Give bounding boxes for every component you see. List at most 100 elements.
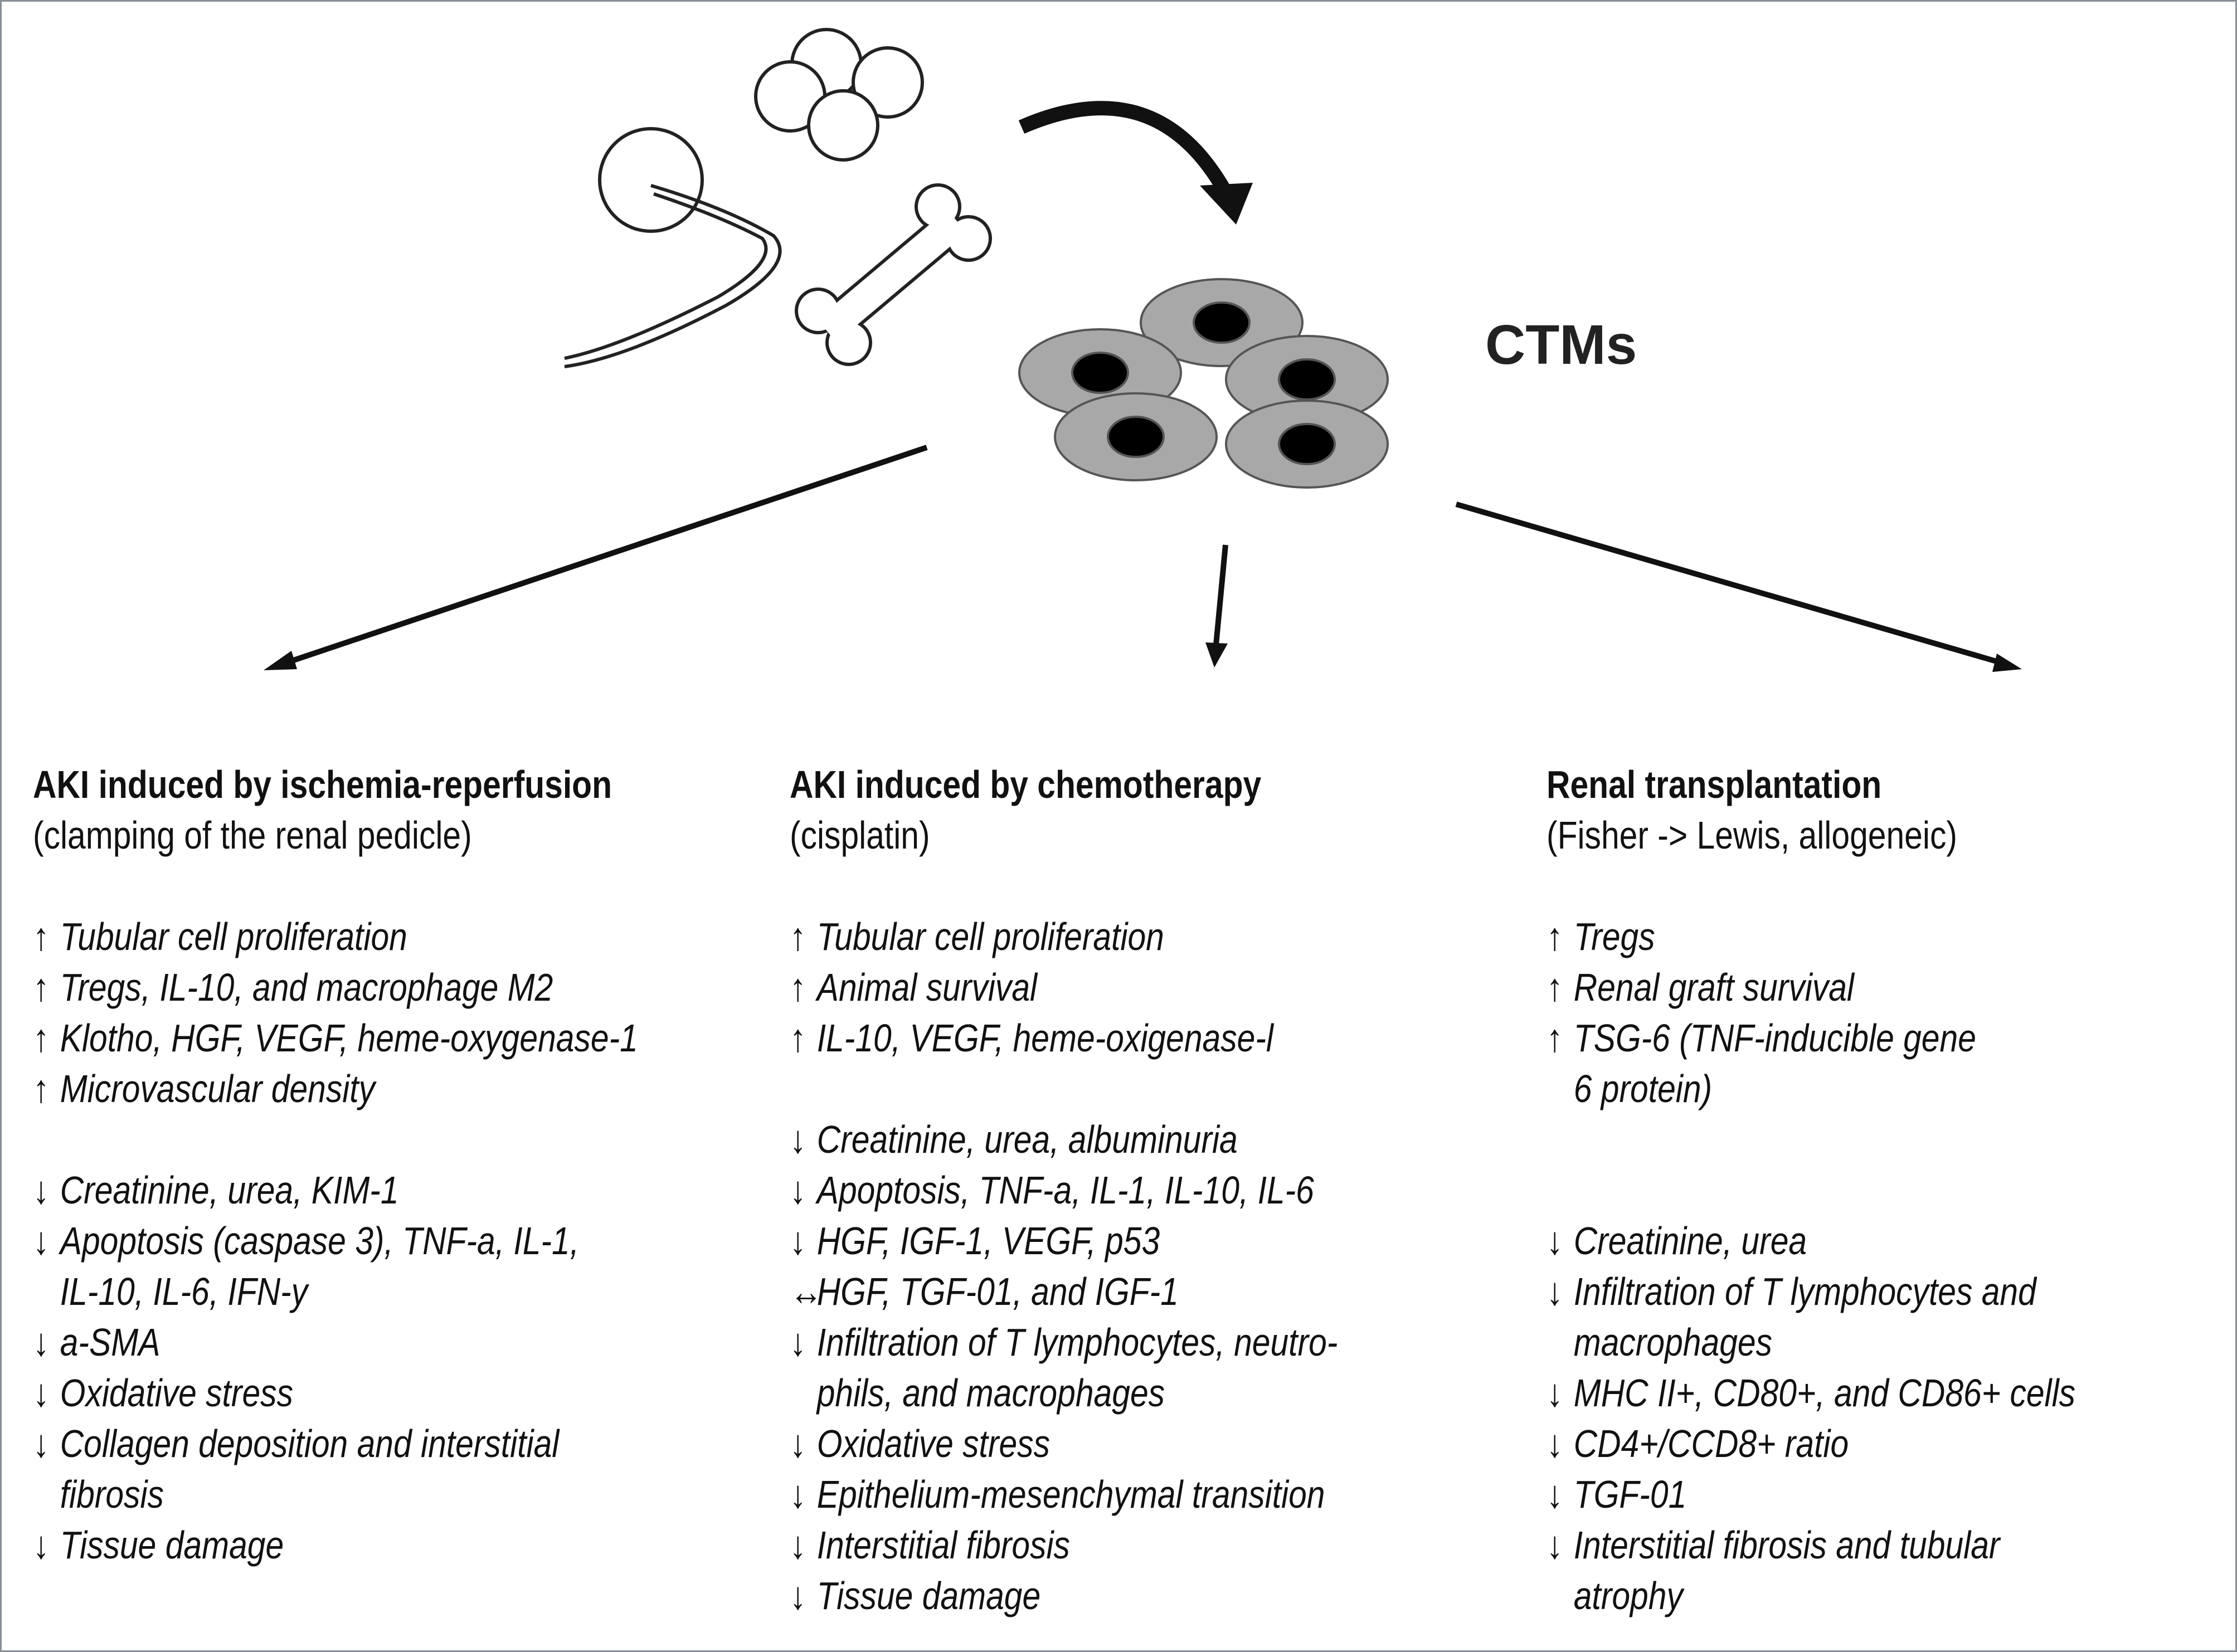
item-text: Tubular cell proliferation [816,915,1164,958]
item-text: Microvascular density [60,1067,376,1110]
item-text: Tissue damage [60,1523,284,1567]
down-arrow-icon: ↓ [1547,1422,1563,1465]
item-text: Epithelium-mesenchymal transition [816,1473,1325,1516]
increased-group: ↑ Tubular cell proliferation ↑ Tregs, IL-10… [33,912,638,1114]
item-text: HGF, TGF-01, and IGF-1 [816,1270,1179,1313]
list-item: ↓ HGF, IGF-1, VEGF, p53 [790,1216,1338,1266]
branch-arrows [264,445,2022,672]
down-arrow-icon: ↓ [33,1371,50,1415]
down-arrow-icon: ↓ [790,1118,806,1161]
list-item: ↓ Infiltration of T lymphocytes and macrop… [1547,1266,2075,1368]
arrow-middle-head [1205,642,1228,667]
left-right-arrow-icon: ↔ [790,1270,823,1313]
item-text: Infiltration of T lymphocytes, neutro- [816,1320,1338,1364]
list-item: ↓ Infiltration of T lymphocytes, neutro-p… [790,1317,1338,1419]
list-item: ↑ Tubular cell proliferation [790,912,1338,962]
list-item: ↑ TSG-6 (TNF-inducible gene 6 protein) [1547,1013,2075,1114]
item-text: IL-10, VEGF, heme-oxigenase-l [816,1016,1273,1060]
list-item: ↓ a-SMA [33,1317,638,1368]
down-arrow-icon: ↓ [33,1523,50,1567]
column-chemotherapy: AKI induced by chemotherapy (cisplatin) ↑ T… [790,759,1338,1621]
decreased-group: ↓ Creatinine, urea, KIM-1 ↓ Apoptosis (casp… [33,1165,638,1571]
item-text: Interstitial fibrosis and tubular [1573,1523,2000,1567]
column-title: AKI induced by ischemia-reperfusion [33,763,612,806]
down-arrow-icon: ↓ [790,1473,806,1516]
down-arrow-icon: ↓ [33,1219,50,1263]
down-arrow-icon: ↓ [33,1168,50,1212]
down-arrow-icon: ↓ [790,1574,806,1617]
decreased-group: ↓ Creatinine, urea, albuminuria ↓ Apoptosis… [790,1114,1338,1621]
arrow-middle [1213,544,1228,651]
effects-list: ↑ Tubular cell proliferation ↑ Tregs, IL-10… [33,912,638,1571]
item-text: Renal graft survival [1573,966,1854,1009]
list-item: ↑ Tregs [1547,912,2075,962]
list-item: ↓ Oxidative stress [790,1419,1338,1469]
list-item: ↓ Creatinine, urea, KIM-1 [33,1165,638,1216]
item-text: Oxidative stress [60,1371,293,1415]
list-item: ↑ Animal survival [790,962,1338,1013]
item-text-continued: fibrosis [60,1473,164,1516]
decreased-group: ↓ Creatinine, urea ↓ Infiltration of T lymp… [1547,1216,2075,1621]
list-item: ↓ Creatinine, urea [1547,1216,2075,1266]
list-item: ↑ Tregs, IL-10, and macrophage M2 [33,962,638,1013]
item-text-continued: IL-10, IL-6, IFN-y [60,1270,308,1313]
sperm-cell-icon [564,127,782,368]
list-item: ↓ Interstitial fibrosis and tubular atroph… [1547,1520,2075,1621]
list-item: ↑ IL-10, VEGF, heme-oxigenase-l [790,1013,1338,1064]
effects-list: ↑ Tregs ↑ Renal graft survival ↑ TSG-6 (TNF-i… [1547,912,2075,1621]
item-text: Creatinine, urea, albuminuria [816,1118,1238,1161]
down-arrow-icon: ↓ [1547,1473,1563,1516]
down-arrow-icon: ↓ [1547,1219,1563,1263]
item-text: Oxidative stress [816,1422,1050,1465]
arrow-left-head [264,651,297,670]
down-arrow-icon: ↓ [790,1168,806,1212]
item-text-continued: 6 protein) [1573,1067,1713,1110]
up-arrow-icon: ↑ [33,966,50,1009]
list-item: ↑ Renal graft survival [1547,962,2075,1013]
list-item: ↓ Tissue damage [33,1520,638,1571]
bone-icon [795,183,992,366]
item-text: TGF-01 [1573,1473,1687,1516]
up-arrow-icon: ↑ [790,915,806,958]
list-item: ↓ CD4+/CCD8+ ratio [1547,1419,2075,1469]
item-text-continued: atrophy [1573,1574,1683,1617]
list-item: ↓ Collagen deposition and interstitial fib… [33,1419,638,1520]
down-arrow-icon: ↓ [790,1320,806,1364]
down-arrow-icon: ↓ [1547,1371,1563,1415]
column-subtitle: (Fisher -> Lewis, allogeneic) [1547,813,1957,857]
list-item: ↓ Creatinine, urea, albuminuria [790,1114,1338,1165]
effects-list: ↑ Tubular cell proliferation ↑ Animal survi… [790,912,1338,1621]
column-subtitle: (clamping of the renal pedicle) [33,813,472,857]
increased-group: ↑ Tregs ↑ Renal graft survival ↑ TSG-6 (TNF-i… [1547,912,2075,1114]
up-arrow-icon: ↑ [1547,915,1563,958]
arrow-right-head [1992,654,2022,672]
item-text: a-SMA [60,1320,161,1364]
list-item: ↓ Epithelium-mesenchymal transition [790,1469,1338,1520]
item-text: Animal survival [816,966,1038,1009]
column-subtitle: (cisplatin) [790,813,930,857]
item-text: MHC II+, CD80+, and CD86+ cells [1573,1371,2076,1415]
item-text: Collagen deposition and interstitial [60,1422,560,1465]
list-item: ↓ Tissue damage [790,1571,1338,1621]
item-text: Creatinine, urea, KIM-1 [60,1168,399,1212]
list-item: ↑ Klotho, HGF, VEGF, heme-oxygenase-1 [33,1013,638,1064]
column-title: AKI induced by chemotherapy [790,763,1262,806]
down-arrow-icon: ↓ [33,1320,50,1364]
up-arrow-icon: ↑ [1547,1016,1563,1060]
item-text: Creatinine, urea [1573,1219,1807,1263]
list-item: ↓ TGF-01 [1547,1469,2075,1520]
list-item: ↓ Apoptosis (caspase 3), TNF-a, IL-1, IL-1… [33,1216,638,1317]
up-arrow-icon: ↑ [790,966,806,1009]
item-text: Tissue damage [816,1574,1041,1617]
item-text: Tregs [1573,915,1655,958]
up-arrow-icon: ↑ [790,1016,806,1060]
down-arrow-icon: ↓ [33,1422,50,1465]
ctm-cells-icon [1018,278,1389,489]
item-text: Tubular cell proliferation [60,915,407,958]
curved-arrow-icon [1018,101,1253,225]
up-arrow-icon: ↑ [1547,966,1563,1009]
item-text: Interstitial fibrosis [816,1523,1070,1567]
list-item: ↓ MHC II+, CD80+, and CD86+ cells [1547,1368,2075,1419]
item-text: CD4+/CCD8+ ratio [1573,1422,1849,1465]
